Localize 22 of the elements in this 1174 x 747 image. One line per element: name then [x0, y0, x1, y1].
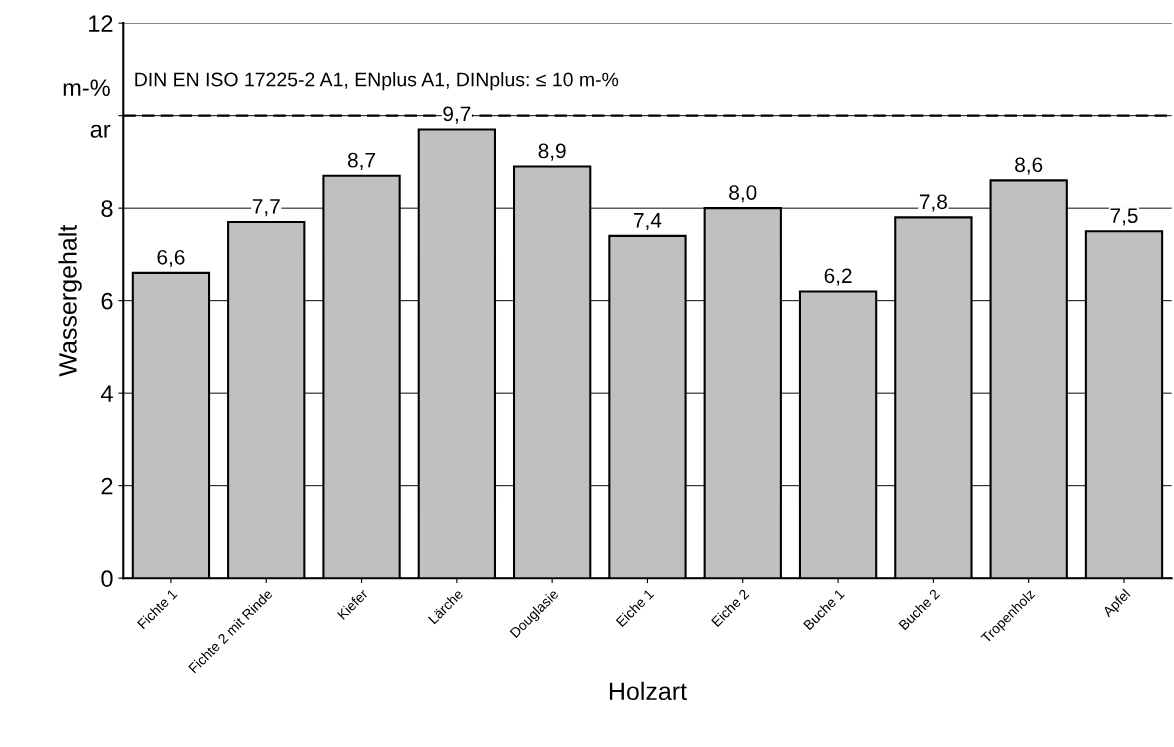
y-tick-label: 6	[101, 292, 113, 310]
data-label: 8,7	[347, 152, 375, 170]
y-tick-label: 2	[101, 477, 113, 495]
text: ar	[90, 124, 111, 138]
data-label: 7,7	[252, 199, 280, 217]
data-label: 6,6	[157, 249, 185, 268]
x-axis-title: Holzart	[609, 681, 687, 701]
data-label: 8,6	[1015, 157, 1043, 175]
data-label: 7,5	[1110, 208, 1138, 226]
data-label: 8,0	[729, 185, 757, 203]
y-tick-label: 0	[101, 570, 113, 587]
text: m-%	[63, 79, 110, 97]
data-label: 9,7	[443, 106, 471, 124]
y-axis-title: Wassergehalt	[58, 224, 82, 377]
y-tick-label: 8	[101, 200, 113, 217]
y-tick-label: 4	[100, 385, 113, 402]
data-label: 7,4	[634, 213, 662, 231]
data-label: 6,2	[824, 268, 852, 286]
data-label: 7,8	[919, 194, 947, 212]
ref-line-label: DIN EN ISO 17225-2 A1, ENplus A1, DINplus: ≤ 10 m-%	[135, 72, 619, 91]
y-tick-label: 12	[89, 15, 113, 32]
data-label: 8,9	[538, 143, 566, 161]
